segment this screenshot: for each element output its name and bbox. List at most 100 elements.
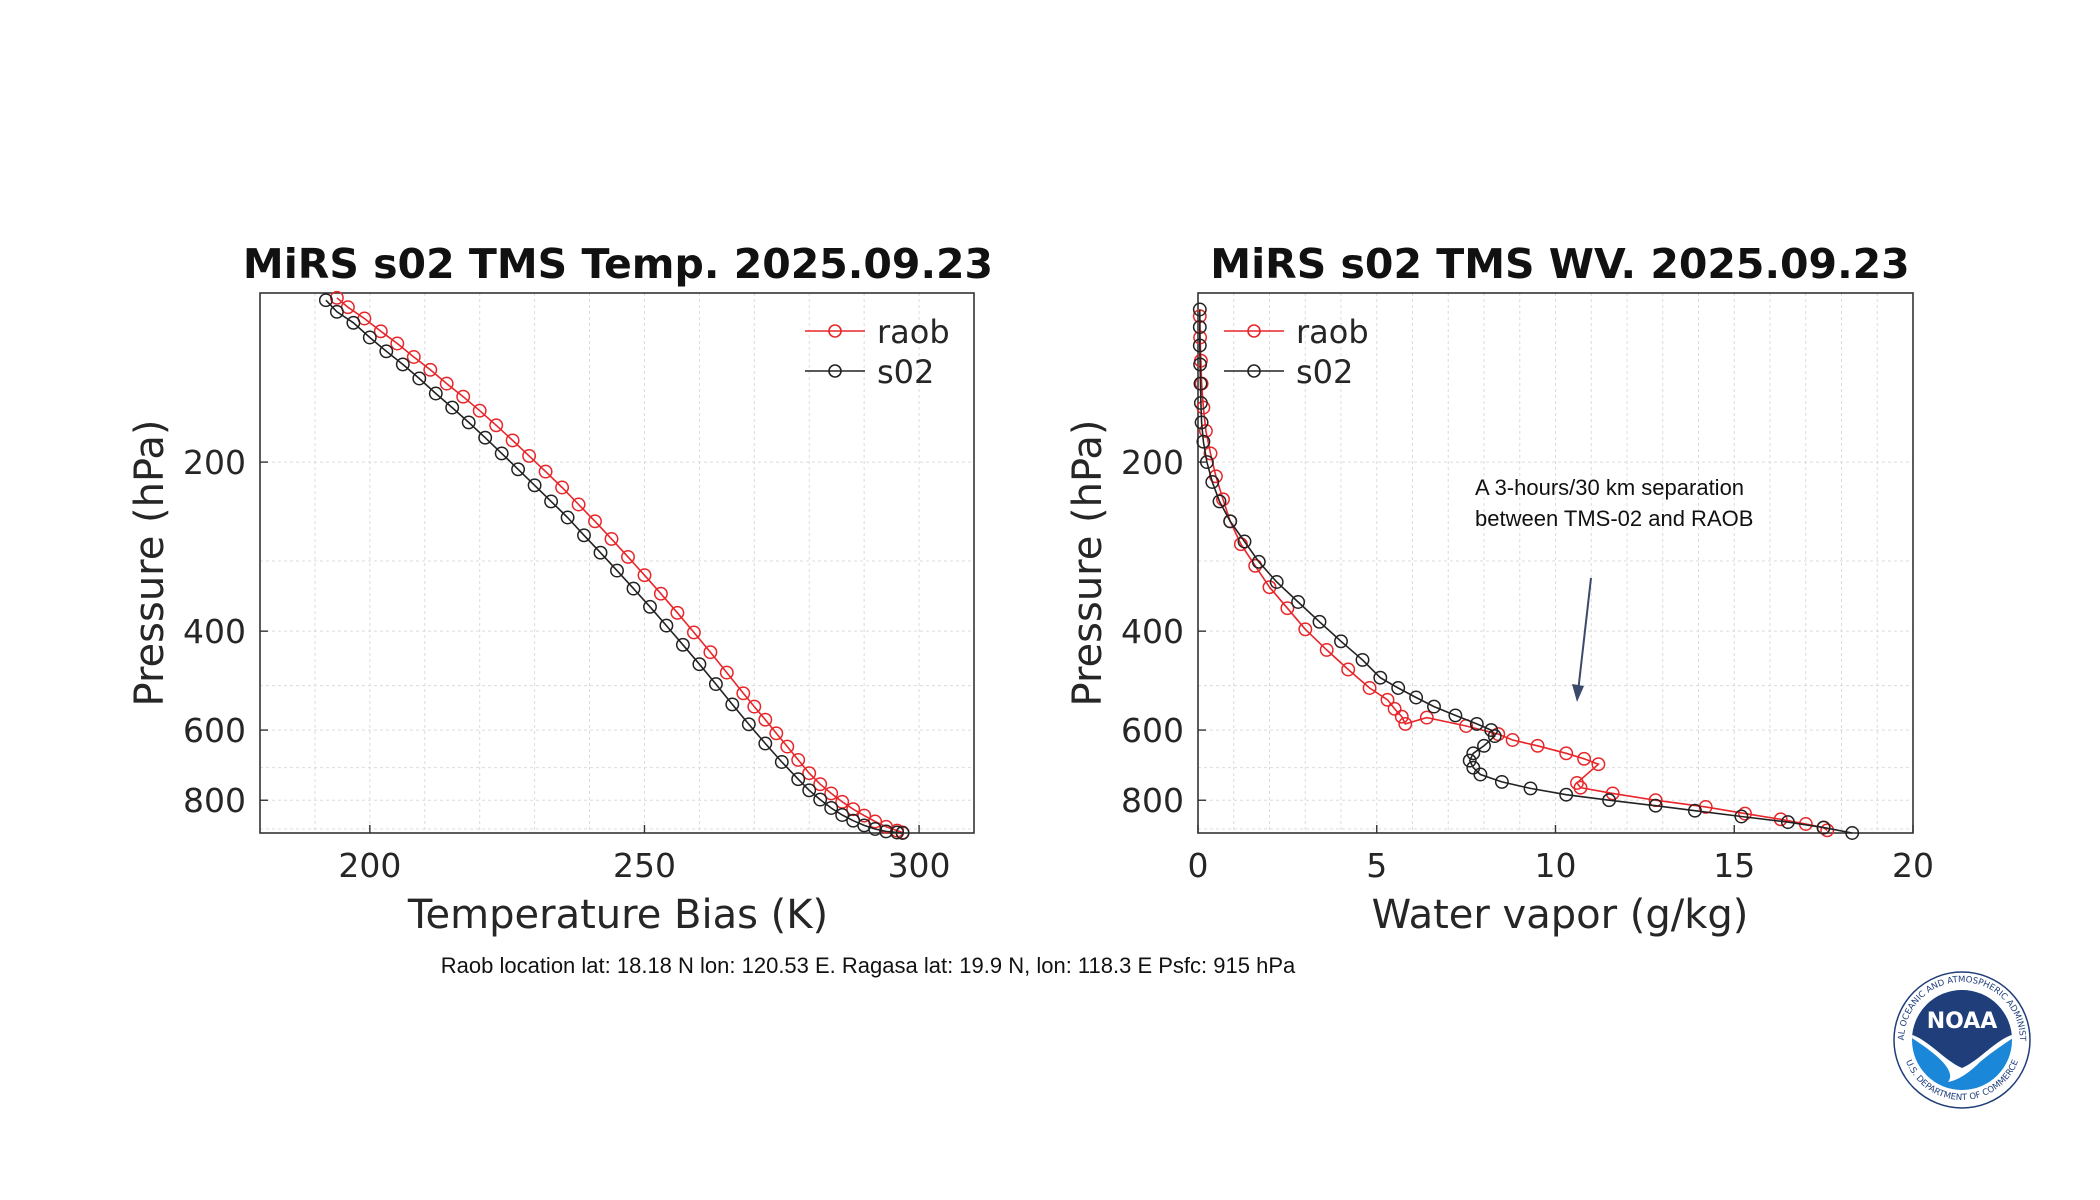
wv-y-tick-label: 200 (1121, 443, 1184, 482)
temp-series-raob-point (604, 531, 619, 546)
wv-series-s02-line (1199, 309, 1853, 834)
temp-plot-frame (259, 292, 975, 834)
temp-series-s02-point (610, 563, 624, 578)
wv-plot-frame (1197, 292, 1914, 834)
wv-series-s02-point (1473, 767, 1488, 782)
wv-series-raob-point (1319, 642, 1334, 657)
wv-series-s02-point (1845, 826, 1860, 840)
wv-series-s02-point (1523, 781, 1538, 796)
wv-series-raob-line (1199, 316, 1828, 831)
wv-series-raob-point (1394, 709, 1409, 724)
temp-series-s02-point (544, 494, 559, 509)
wv-series-s02-point (1466, 746, 1481, 761)
temp-y-tick-label: 200 (183, 443, 246, 482)
temp-series-raob-point (653, 586, 668, 601)
temp-series-raob-point (390, 336, 405, 351)
temp-series-raob-point (373, 324, 388, 339)
temp-series-s02-point (329, 304, 344, 319)
temp-series-s02-point (560, 510, 575, 525)
temp-series-raob-point (769, 726, 784, 741)
wv-series-s02-point (1196, 434, 1211, 449)
temp-series-raob-point (670, 605, 685, 620)
wv-series-raob-point (1419, 710, 1434, 725)
noaa-logo-text: NOAA (1927, 1009, 1998, 1034)
temp-series-s02-point (626, 581, 641, 596)
temp-series-raob-point (846, 802, 861, 817)
wv-series-s02-point (1469, 716, 1484, 731)
wv-series-s02-point (1559, 787, 1574, 802)
temp-series-s02-point (802, 783, 817, 798)
temp-x-tick-label: 200 (338, 846, 401, 885)
wv-series-s02-point (1212, 494, 1227, 509)
temp-series-s02-point (318, 293, 333, 308)
temp-series-s02-point (824, 801, 839, 815)
wv-series-s02-point (1648, 798, 1663, 813)
temp-series-s02-point (593, 545, 608, 560)
temp-series-raob-point (472, 403, 487, 418)
temp-series-s02-point (758, 736, 773, 751)
wv-series-raob-point (1398, 716, 1413, 731)
temp-series-raob-point (439, 376, 454, 391)
wv-series-raob-point (1591, 757, 1606, 772)
temp-series-s02-point (879, 824, 894, 839)
wv-series-raob-point (1559, 746, 1574, 761)
temp-series-raob-point (423, 362, 438, 377)
wv-series-s02-point (1427, 699, 1441, 714)
temp-series-s02-point (494, 446, 509, 461)
legend-s02-label: s02 (877, 353, 934, 391)
temp-series-raob-point (489, 418, 504, 433)
temp-series-s02-point (445, 400, 460, 415)
wv-series-s02-point (1494, 774, 1509, 789)
wv-y-tick-label: 800 (1121, 781, 1184, 820)
wv-series-s02-point (1487, 729, 1502, 744)
wv-series-s02-point (1251, 554, 1266, 569)
temp-series-raob-point (780, 739, 795, 754)
wv-series-s02-point (1687, 803, 1702, 818)
temp-series-s02-point (741, 717, 756, 732)
wv-series-s02-point (1269, 575, 1284, 589)
wv-series-raob-point (1280, 601, 1295, 616)
wv-series-s02-point (1734, 809, 1749, 824)
temp-series-raob-point (703, 645, 718, 660)
temp-series-s02-point (412, 371, 427, 386)
wv-series-raob-point (1380, 692, 1395, 707)
temp-series-s02-point (692, 657, 707, 672)
temp-series-raob-point (747, 699, 762, 714)
temp-series-raob-point (329, 290, 344, 305)
wv-x-tick-label: 5 (1366, 846, 1387, 885)
wv-series-raob-point (1773, 812, 1788, 827)
temp-series-raob-point (791, 752, 806, 767)
wv-series-raob-point (1505, 733, 1520, 747)
wv-series-s02-point (1193, 396, 1208, 410)
wv-series-s02-point (1194, 415, 1209, 430)
wv-series-raob-point (1820, 823, 1835, 838)
wv-series-raob-point (1387, 701, 1402, 716)
temp-series-s02-point (791, 772, 806, 787)
wv-series-s02-point (1312, 614, 1327, 629)
wv-series-raob-point (1216, 492, 1230, 507)
wv-series-raob-point (1738, 806, 1752, 821)
wv-series-raob-point (1298, 622, 1313, 637)
wv-series-raob-point (1577, 751, 1592, 766)
water-vapor-panel: MiRS s02 TMS WV. 2025.09.23 0 5 10 15 20 200… (1065, 240, 1934, 938)
temp-y-tick-label: 400 (183, 612, 246, 651)
wv-series-raob-point (1203, 446, 1218, 461)
wv-series-s02-point (1391, 681, 1406, 695)
annotation-arrow (1572, 577, 1592, 702)
temp-series-s02-point (895, 826, 910, 840)
wv-series-s02-point (1462, 753, 1477, 768)
noaa-logo: NOAA NATIONAL OCEANIC AND ATMOSPHERIC AD… (1893, 971, 2031, 1109)
wv-series-s02-point (1192, 320, 1207, 335)
temp-series-raob-point (621, 549, 635, 564)
temp-y-tick-label: 800 (183, 781, 246, 820)
legend-raob-label: raob (1296, 313, 1369, 351)
temp-series-s02-point (659, 618, 674, 633)
wv-series-s02-point (1192, 338, 1207, 353)
wv-series-s02-point (1355, 652, 1370, 667)
temp-series-raob-point (555, 480, 570, 495)
temp-series-raob-point (505, 433, 520, 448)
temp-y-tick-label: 600 (183, 711, 246, 750)
legend-s02-marker (828, 364, 842, 378)
wv-x-tick-label: 20 (1892, 846, 1934, 885)
